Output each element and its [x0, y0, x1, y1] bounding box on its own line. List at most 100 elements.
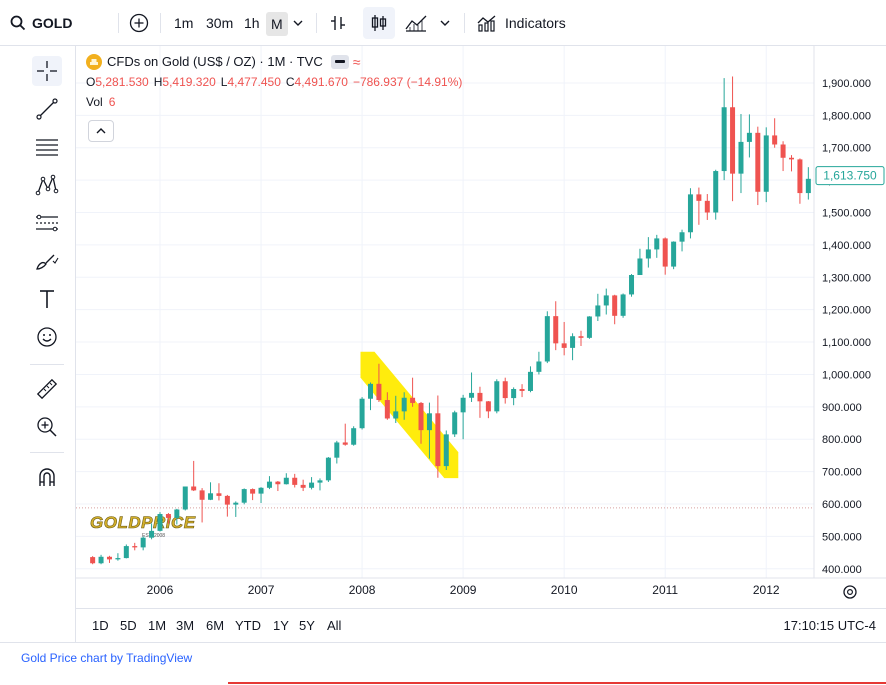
candle-body [241, 489, 247, 503]
range-ytd[interactable]: YTD [235, 618, 261, 633]
price-tick-label: 1,800.000 [822, 110, 871, 122]
chart-type-dropdown[interactable] [439, 9, 451, 37]
high-label: H [153, 75, 163, 89]
candlestick-chart[interactable]: GOLDPRICE EST. 2008 400.000 500.000 600.00… [76, 46, 886, 608]
candle [149, 523, 155, 540]
settings-gear[interactable] [843, 585, 857, 599]
range-6m[interactable]: 6M [206, 618, 225, 633]
candle [586, 316, 592, 339]
divider [316, 13, 317, 33]
candle [511, 387, 517, 406]
candle [435, 395, 441, 478]
candle [544, 311, 550, 364]
price-tick-label: 1,400.000 [822, 240, 871, 252]
candle-body [536, 361, 542, 372]
candle-body [258, 487, 264, 494]
collapse-legend-button[interactable] [88, 120, 114, 142]
candle [502, 377, 508, 404]
candle [738, 114, 744, 194]
chevron-up-icon [96, 128, 106, 134]
candle [460, 394, 466, 440]
candle [603, 288, 609, 315]
low-value: 4,477.450 [227, 75, 281, 89]
price-tick-label: 1,500.000 [822, 208, 871, 220]
candle-body [317, 480, 323, 483]
time-tick-label: 2010 [551, 583, 578, 597]
range-1d[interactable]: 1D [92, 618, 109, 633]
candle [418, 401, 424, 444]
candle-body [275, 481, 281, 485]
bar-chart-type-button[interactable] [328, 9, 348, 37]
candle [191, 460, 197, 492]
compare-button[interactable] [129, 9, 149, 37]
candle-body [309, 482, 315, 488]
symbol-search[interactable]: GOLD [10, 9, 72, 37]
indicators-button[interactable]: Indicators [476, 9, 566, 37]
candle [780, 141, 786, 172]
brush-tool[interactable] [32, 246, 62, 276]
candle-body [502, 381, 508, 399]
candle-body [283, 477, 289, 485]
area-chart-icon [405, 15, 427, 32]
candle [527, 366, 533, 393]
zoom-tool[interactable] [32, 412, 62, 442]
emoji-tool[interactable] [32, 322, 62, 352]
candles-chart-type-button[interactable] [363, 7, 395, 39]
candle [241, 488, 247, 505]
range-3m[interactable]: 3M [176, 618, 195, 633]
range-all[interactable]: All [327, 618, 342, 633]
candle-body [334, 442, 340, 458]
attribution-link[interactable]: Gold Price chart by TradingView [21, 651, 193, 665]
candle [208, 482, 214, 501]
horizontal-lines-tool[interactable] [32, 132, 62, 162]
candle-body [654, 238, 660, 250]
timeframe-1m[interactable]: 1m [174, 15, 194, 31]
candle [687, 188, 693, 239]
indicators-icon [477, 15, 496, 32]
timeframe-month[interactable]: M [266, 12, 288, 36]
candle [452, 410, 458, 437]
candle-body [216, 493, 222, 496]
range-1y[interactable]: 1Y [273, 618, 289, 633]
candle-body [805, 178, 811, 194]
timeframe-1h[interactable]: 1h [244, 15, 260, 31]
price-tag-box [815, 166, 885, 186]
plus-circle-icon [129, 13, 149, 33]
price-tick-label: 500.000 [822, 531, 862, 543]
price-tick-label: 1,900.000 [822, 78, 871, 90]
candle-body [384, 400, 390, 419]
measure-tool[interactable] [32, 374, 62, 404]
candle [620, 293, 626, 318]
legend-title-row: CFDs on Gold (US$ / OZ) · 1M · TVC ≈ [86, 52, 462, 72]
candle-body [140, 537, 146, 548]
candle [292, 473, 298, 488]
timeframe-30m[interactable]: 30m [206, 15, 234, 31]
candle [570, 333, 576, 361]
area-chart-type-button[interactable] [404, 9, 428, 37]
candle-body [325, 457, 331, 481]
text-tool[interactable] [32, 284, 62, 314]
range-bar: 1D 5D 1M 3M 6M YTD 1Y 5Y All 17:10:15 UT… [76, 608, 886, 643]
magnet-tool[interactable] [32, 462, 62, 492]
clock[interactable]: 17:10:15 UTC-4 [783, 618, 877, 633]
candle [401, 392, 407, 420]
crosshair-tool[interactable] [32, 56, 62, 86]
pattern-tool[interactable] [32, 170, 62, 200]
candle [763, 127, 769, 203]
price-tick-label: 400.000 [822, 564, 862, 576]
magnet-icon [39, 468, 55, 486]
range-5d[interactable]: 5D [120, 618, 137, 633]
range-1m[interactable]: 1M [148, 618, 167, 633]
range-5y[interactable]: 5Y [299, 618, 315, 633]
drawing-toolbar [0, 46, 76, 643]
candle [578, 330, 584, 346]
forecast-tool[interactable] [32, 208, 62, 238]
divider [30, 452, 64, 453]
candle-body [106, 556, 112, 560]
legend-toggle[interactable] [330, 55, 349, 69]
trend-line-tool[interactable] [32, 94, 62, 124]
candle [393, 395, 399, 424]
price-chart[interactable]: GOLDPRICE EST. 2008 400.000 500.000 600.00… [76, 46, 886, 608]
timeframe-dropdown[interactable] [292, 9, 304, 37]
price-tick-label: 1,300.000 [822, 272, 871, 284]
